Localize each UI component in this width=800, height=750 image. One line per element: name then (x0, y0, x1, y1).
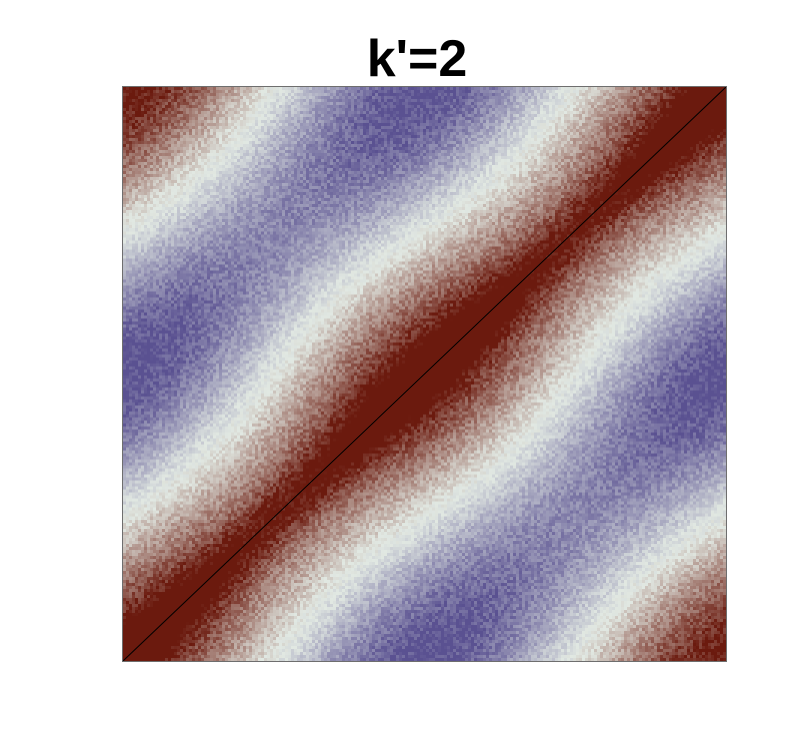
heatmap-plot-area (122, 86, 727, 662)
heatmap-overlay (123, 87, 726, 661)
chart-title: k'=2 (366, 30, 468, 88)
diagonal-line (123, 87, 726, 661)
